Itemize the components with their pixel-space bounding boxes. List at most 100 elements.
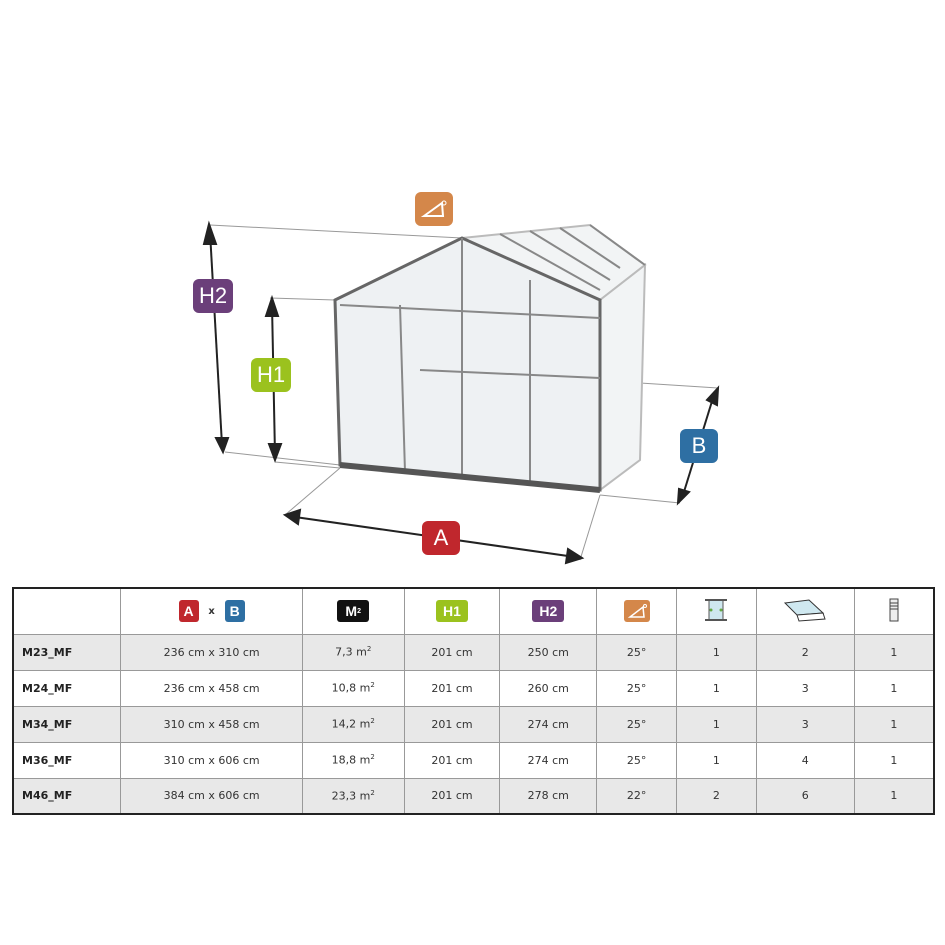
times-sign: x xyxy=(208,606,215,618)
h2-badge: H2 xyxy=(193,279,233,313)
m2-sup: 2 xyxy=(357,607,361,615)
h2-value: 274 cm xyxy=(527,753,569,767)
cell-dims: 236 cm x 310 cm xyxy=(120,633,303,671)
area-unit-sup: 2 xyxy=(370,717,375,726)
windows-value: 6 xyxy=(801,789,809,803)
dims-value: 310 cm x 458 cm xyxy=(163,717,260,731)
b-badge: B xyxy=(224,600,245,623)
cell-h1: 201 cm xyxy=(403,633,501,671)
louvres-value: 1 xyxy=(890,789,898,803)
angle-value: 25° xyxy=(626,717,647,731)
louvres-value: 1 xyxy=(890,681,898,695)
cell-h1: 201 cm xyxy=(403,669,501,707)
a-badge: A xyxy=(178,600,199,623)
doors-value: 1 xyxy=(712,645,720,659)
louvre-vent-icon xyxy=(889,598,899,622)
cell-angle: 25° xyxy=(596,705,677,743)
table-row: M36_MF 310 cm x 606 cm 18,8 m2 201 cm 274 cm… xyxy=(12,741,935,779)
cell-name: M23_MF xyxy=(12,633,122,671)
cell-area: 23,3 m2 xyxy=(301,777,405,815)
cell-name: M34_MF xyxy=(12,705,122,743)
area-value: 10,8 m xyxy=(331,681,371,695)
cell-dims: 310 cm x 606 cm xyxy=(120,741,303,779)
cell-h2: 274 cm xyxy=(499,705,598,743)
cell-doors: 1 xyxy=(676,669,757,707)
header-h1: H1 xyxy=(403,587,501,635)
cell-area: 7,3 m2 xyxy=(301,633,405,671)
greenhouse-diagram: H2 H1 B A xyxy=(193,192,720,565)
h2-value: 250 cm xyxy=(527,645,569,659)
cell-louvres: 1 xyxy=(853,741,935,779)
windows-value: 4 xyxy=(801,753,809,767)
table-row: M34_MF 310 cm x 458 cm 14,2 m2 201 cm 274 cm… xyxy=(12,705,935,743)
roof-window-icon xyxy=(784,599,826,622)
roof-angle-icon xyxy=(415,192,453,226)
windows-value: 3 xyxy=(801,681,809,695)
dims-value: 236 cm x 310 cm xyxy=(163,645,260,659)
louvres-value: 1 xyxy=(890,645,898,659)
cell-h2: 250 cm xyxy=(499,633,598,671)
header-h2: H2 xyxy=(499,587,598,635)
cell-doors: 1 xyxy=(676,741,757,779)
louvres-value: 1 xyxy=(890,753,898,767)
cell-name: M24_MF xyxy=(12,669,122,707)
doors-value: 1 xyxy=(712,681,720,695)
area-unit-sup: 2 xyxy=(370,753,375,762)
cell-angle: 22° xyxy=(596,777,677,815)
angle-value: 25° xyxy=(626,645,647,659)
a-badge: A xyxy=(422,521,460,555)
table-row: M23_MF 236 cm x 310 cm 7,3 m2 201 cm 250 cm 2… xyxy=(12,633,935,671)
name-value: M23_MF xyxy=(22,645,73,659)
h2-value: 278 cm xyxy=(527,789,569,803)
cell-doors: 2 xyxy=(676,777,757,815)
h1-badge: H1 xyxy=(435,600,468,623)
doors-value: 1 xyxy=(712,753,720,767)
header-louvres xyxy=(853,587,935,635)
h2-value: 260 cm xyxy=(527,681,569,695)
cell-louvres: 1 xyxy=(853,705,935,743)
h1-badge: H1 xyxy=(251,358,291,392)
name-value: M34_MF xyxy=(22,717,73,731)
h2-badge: H2 xyxy=(532,600,565,623)
angle-value: 25° xyxy=(626,753,647,767)
name-value: M24_MF xyxy=(22,681,73,695)
cell-area: 14,2 m2 xyxy=(301,705,405,743)
name-value: M36_MF xyxy=(22,753,73,767)
cell-angle: 25° xyxy=(596,741,677,779)
b-badge: B xyxy=(680,429,718,463)
area-value: 14,2 m xyxy=(331,717,371,731)
h1-value: 201 cm xyxy=(431,681,473,695)
header-model xyxy=(12,587,122,635)
cell-dims: 310 cm x 458 cm xyxy=(120,705,303,743)
area-unit-sup: 2 xyxy=(370,681,375,690)
cell-area: 18,8 m2 xyxy=(301,741,405,779)
h1-value: 201 cm xyxy=(431,789,473,803)
angle-value: 22° xyxy=(626,789,647,803)
area-unit-sup: 2 xyxy=(366,645,372,654)
cell-angle: 25° xyxy=(596,633,677,671)
greenhouse-illustration xyxy=(202,220,720,565)
cell-name: M46_MF xyxy=(12,777,122,815)
cell-doors: 1 xyxy=(676,633,757,671)
h1-value: 201 cm xyxy=(431,717,473,731)
area-unit-sup: 2 xyxy=(370,788,375,797)
cell-h1: 201 cm xyxy=(403,705,501,743)
windows-value: 3 xyxy=(801,717,809,731)
door-icon xyxy=(705,598,728,621)
doors-value: 1 xyxy=(712,717,720,731)
cell-h2: 278 cm xyxy=(499,777,598,815)
table-row: M46_MF 384 cm x 606 cm 23,3 m2 201 cm 278 cm… xyxy=(12,777,935,815)
cell-angle: 25° xyxy=(596,669,677,707)
header-roof-windows xyxy=(755,587,855,635)
louvres-value: 1 xyxy=(890,717,898,731)
angle-value: 25° xyxy=(626,681,647,695)
cell-windows: 6 xyxy=(755,777,855,815)
table-row: M24_MF 236 cm x 458 cm 10,8 m2 201 cm 260 cm… xyxy=(12,669,935,707)
cell-h2: 274 cm xyxy=(499,741,598,779)
area-value: 18,8 m xyxy=(331,753,371,767)
m2-label: M xyxy=(345,603,358,620)
cell-area: 10,8 m2 xyxy=(301,669,405,707)
